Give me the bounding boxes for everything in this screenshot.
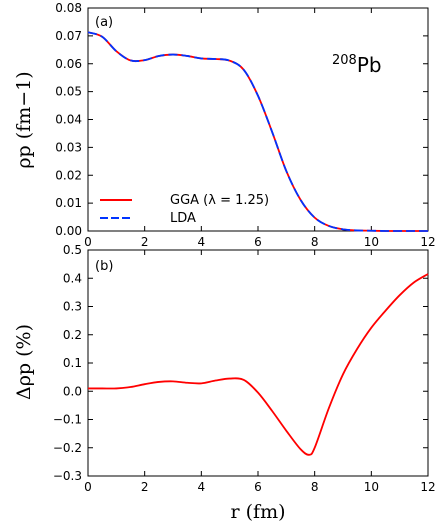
y-tick-label: 0.0 — [63, 384, 82, 398]
nucleus-annotation: 208Pb — [332, 53, 382, 77]
y-tick-label: −0.1 — [53, 413, 82, 427]
panel-b-frame — [87, 249, 429, 477]
panel-b-lines — [88, 273, 429, 456]
panel-a-x-ticks: 0 2 4 6 8 10 12 — [84, 8, 436, 249]
x-tick-label: 4 — [198, 235, 206, 249]
x-tick-label: 6 — [254, 480, 262, 494]
panel-b-label: (b) — [95, 259, 113, 274]
panel-a-y-axis-label: ρp (fm−1) — [13, 71, 35, 168]
series-line-lda — [87, 31, 428, 232]
legend: GGA (λ = 1.25) LDA — [100, 193, 269, 226]
y-tick-label: 0.06 — [55, 57, 82, 71]
x-tick-label: 8 — [311, 480, 319, 494]
x-tick-label: 6 — [254, 235, 262, 249]
panel-a-y-ticks: 0.00 0.01 0.02 0.03 0.04 0.05 0.06 0.07 0.08 — [55, 1, 428, 238]
legend-gga-label: GGA (λ = 1.25) — [170, 193, 269, 208]
x-tick-label: 4 — [198, 480, 206, 494]
panel-b-y-ticks: −0.3 −0.2 −0.1 0.0 0.1 0.2 0.3 0.4 0.5 — [53, 243, 428, 483]
y-tick-label: −0.3 — [53, 469, 82, 483]
y-tick-label: 0.3 — [63, 300, 82, 314]
y-tick-label: 0.01 — [55, 196, 82, 210]
y-tick-label: −0.2 — [53, 441, 82, 455]
nucleus-mass-number: 208 — [332, 53, 357, 68]
y-tick-label: 0.1 — [63, 356, 82, 370]
y-tick-label: 0.2 — [63, 328, 82, 342]
x-tick-label: 12 — [420, 235, 435, 249]
x-tick-label: 0 — [84, 480, 92, 494]
x-tick-label: 8 — [311, 235, 319, 249]
x-tick-label: 0 — [84, 235, 92, 249]
y-tick-label: 0.00 — [55, 224, 82, 238]
nucleus-symbol: Pb — [357, 53, 382, 77]
y-tick-label: 0.08 — [55, 1, 82, 15]
x-axis-label: r (fm) — [231, 501, 286, 523]
panel-b-y-axis-label: Δρp (%) — [13, 324, 35, 400]
y-tick-label: 0.04 — [55, 113, 82, 127]
x-tick-label: 10 — [364, 235, 379, 249]
y-tick-label: 0.03 — [55, 140, 82, 154]
panel-b: 0 2 4 6 8 10 12 −0.3 −0.2 −0.1 0.0 0.1 0.2 0.3 0.4 0.5… — [13, 243, 436, 523]
panel-a-lines — [87, 31, 428, 232]
panel-a-label: (a) — [95, 15, 113, 30]
y-tick-label: 0.05 — [55, 85, 82, 99]
legend-lda-label: LDA — [170, 211, 196, 226]
y-tick-label: 0.02 — [55, 168, 82, 182]
panel-b-x-ticks: 0 2 4 6 8 10 12 — [84, 250, 436, 494]
x-tick-label: 10 — [364, 480, 379, 494]
y-tick-label: 0.07 — [55, 29, 82, 43]
series-line-series-0 — [88, 273, 429, 456]
x-tick-label: 2 — [141, 235, 149, 249]
x-tick-label: 2 — [141, 480, 149, 494]
panel-a: 0 2 4 6 8 10 12 0.000.010.020.030.040.050.060.… — [13, 1, 436, 249]
y-tick-label: 0.4 — [63, 271, 82, 285]
y-tick-label: 0.5 — [63, 243, 82, 257]
x-tick-label: 12 — [420, 480, 435, 494]
